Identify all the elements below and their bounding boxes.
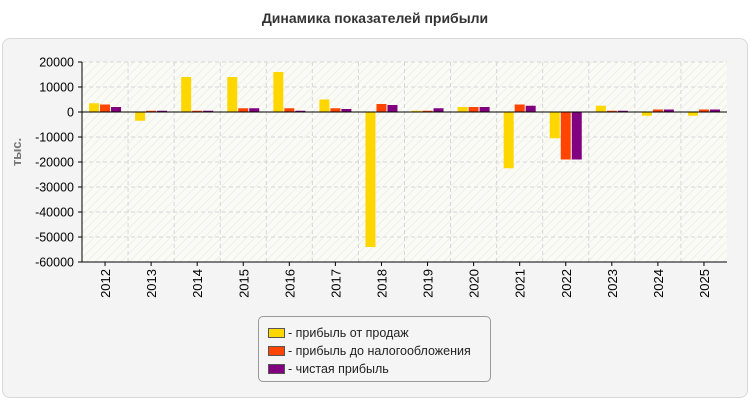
x-tick-label: 2023 xyxy=(605,269,620,298)
chart-title: Динамика показателей прибыли xyxy=(261,10,489,26)
x-tick-label: 2013 xyxy=(144,269,159,298)
y-tick-label: -40000 xyxy=(35,206,74,220)
legend-label: - прибыль до налогообложения xyxy=(288,344,471,358)
bar xyxy=(146,110,157,112)
bar xyxy=(549,112,560,139)
bar xyxy=(157,110,168,112)
legend: - прибыль от продаж - прибыль до налогоо… xyxy=(258,316,491,382)
bar xyxy=(295,110,306,112)
y-tick-label: -20000 xyxy=(35,156,74,170)
bar xyxy=(560,112,571,160)
bar xyxy=(652,109,663,112)
y-tick-label: -10000 xyxy=(35,131,74,145)
bar xyxy=(376,104,387,112)
bar xyxy=(479,107,490,112)
x-tick-label: 2017 xyxy=(328,269,343,298)
legend-item-sales-profit: - прибыль от продаж xyxy=(268,324,490,342)
x-tick-label: 2024 xyxy=(651,269,666,298)
bar xyxy=(111,107,122,112)
y-tick-label: -30000 xyxy=(35,181,74,195)
bar xyxy=(687,112,698,116)
bar xyxy=(503,112,514,169)
bar xyxy=(514,104,525,112)
bar xyxy=(709,109,720,112)
bar xyxy=(100,104,111,112)
bars xyxy=(89,72,720,247)
bar xyxy=(330,108,341,112)
bar xyxy=(181,77,192,112)
bar xyxy=(663,109,674,112)
bar xyxy=(468,107,479,112)
bar xyxy=(273,72,284,112)
bar xyxy=(698,109,709,112)
x-tick-label: 2019 xyxy=(421,269,436,298)
bar xyxy=(319,99,330,112)
bar xyxy=(203,110,214,112)
x-tick-label: 2021 xyxy=(513,269,528,298)
bar xyxy=(249,108,260,112)
bar xyxy=(571,112,582,160)
bar xyxy=(89,103,100,112)
x-tick-label: 2015 xyxy=(236,269,251,298)
x-tick-label: 2012 xyxy=(98,269,113,298)
x-tick-label: 2025 xyxy=(697,269,712,298)
x-tick-label: 2014 xyxy=(190,269,205,298)
bar xyxy=(595,105,606,112)
bar xyxy=(227,77,238,112)
legend-label: - прибыль от продаж xyxy=(288,326,409,340)
bar xyxy=(341,109,352,112)
x-tick-label: 2018 xyxy=(374,269,389,298)
x-tick-label: 2016 xyxy=(282,269,297,298)
x-tick-label: 2020 xyxy=(467,269,482,298)
bar xyxy=(192,110,203,112)
legend-item-pretax-profit: - прибыль до налогообложения xyxy=(268,342,490,360)
legend-swatch xyxy=(268,346,285,356)
bar xyxy=(641,112,652,116)
bar xyxy=(135,112,146,121)
axes: 20000 10000 0 -10000 -20000 -30000 -40000 -5000… xyxy=(35,56,727,298)
legend-item-net-profit: - чистая прибыль xyxy=(268,360,490,378)
y-tick-label: 10000 xyxy=(39,81,74,95)
bar xyxy=(617,110,628,112)
bar xyxy=(422,110,433,112)
bar xyxy=(284,108,295,112)
legend-swatch xyxy=(268,364,285,374)
legend-swatch xyxy=(268,328,285,338)
y-tick-label: -60000 xyxy=(35,256,74,270)
bar xyxy=(433,108,444,112)
y-axis-label: тыс. xyxy=(9,138,24,166)
x-tick-label: 2022 xyxy=(559,269,574,298)
y-tick-label: 0 xyxy=(67,106,74,120)
bar xyxy=(365,112,376,247)
legend-label: - чистая прибыль xyxy=(288,362,389,376)
y-tick-label: 20000 xyxy=(39,56,74,70)
bar xyxy=(606,110,617,112)
y-tick-label: -50000 xyxy=(35,231,74,245)
bar xyxy=(411,110,422,112)
bar xyxy=(238,108,249,112)
bar xyxy=(387,105,398,112)
bar xyxy=(525,105,536,112)
bar xyxy=(457,107,468,112)
